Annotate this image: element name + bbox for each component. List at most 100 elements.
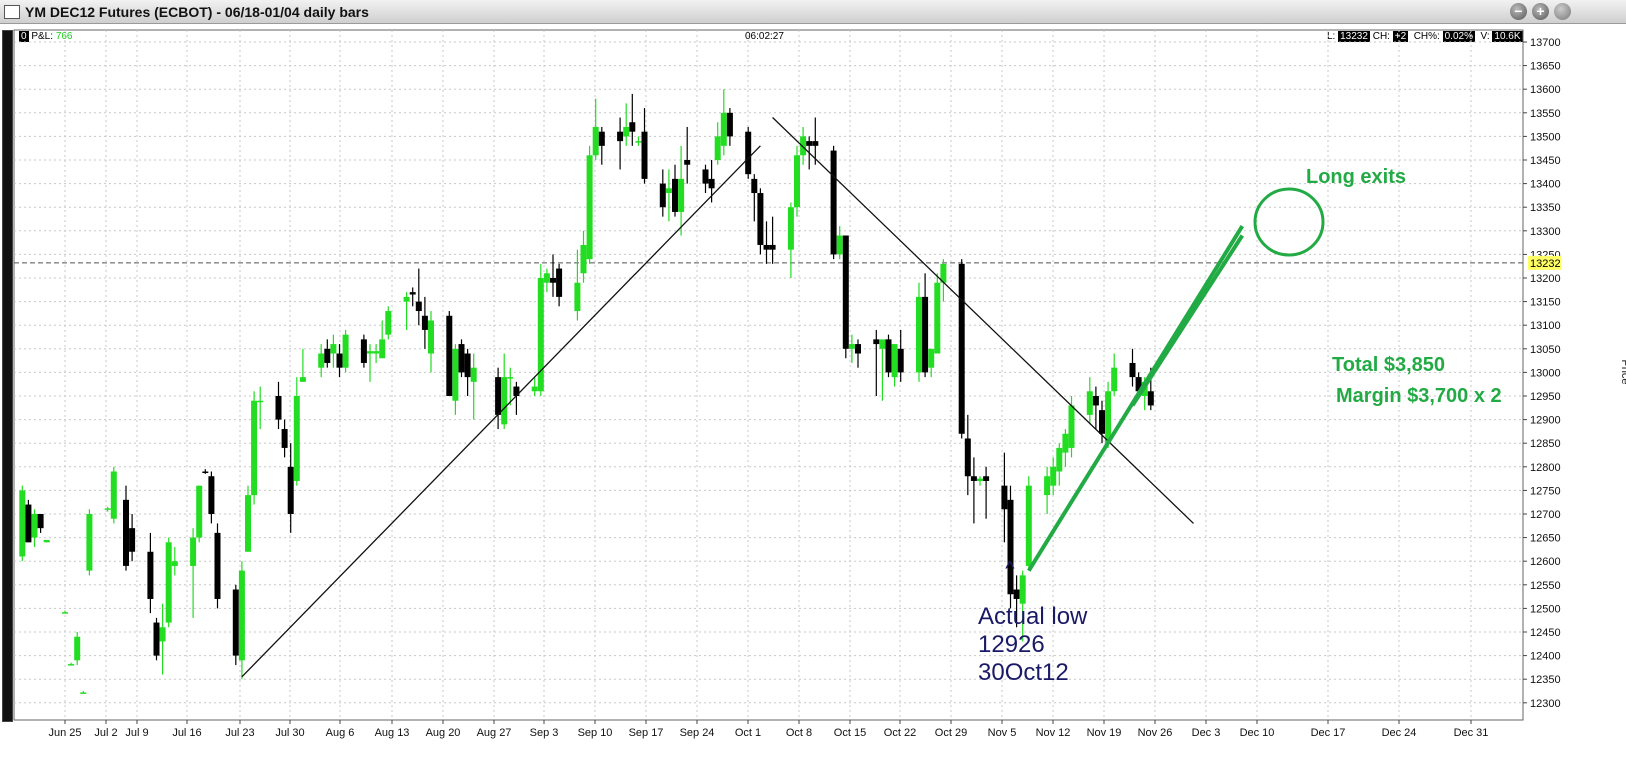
- y-tick-label: 13250: [1530, 249, 1561, 261]
- candle-body: [665, 188, 672, 194]
- x-tick-label: Oct 15: [834, 727, 866, 739]
- quote-readout: L: 13232 CH: +2 CH%: 0.02% V: 10.6K: [1327, 31, 1523, 42]
- candle-body: [897, 348, 904, 373]
- candle-body: [360, 339, 367, 363]
- candle-body: [1056, 447, 1063, 472]
- candle-body: [501, 377, 508, 425]
- actual-low-line1: Actual low: [978, 603, 1088, 630]
- candle-body: [617, 131, 624, 142]
- x-tick-label: Oct 29: [935, 727, 967, 739]
- x-tick-label: Nov 12: [1036, 727, 1071, 739]
- margin-label: Margin $3,700 x 2: [1336, 385, 1502, 407]
- candle-body: [940, 263, 947, 283]
- minimize-button[interactable]: −: [1510, 3, 1527, 20]
- x-tick-label: Jul 23: [225, 727, 254, 739]
- candle-body: [452, 348, 459, 401]
- x-tick-label: Jul 2: [94, 727, 117, 739]
- x-tick-label: Jun 25: [48, 727, 81, 739]
- candle-body: [550, 278, 556, 283]
- y-tick-label: 13150: [1530, 297, 1561, 309]
- candle-body: [720, 112, 727, 146]
- candle-body: [68, 664, 75, 666]
- actual-low-line2: 12926: [978, 631, 1045, 658]
- candle-body: [159, 627, 166, 642]
- candle-body: [879, 339, 886, 349]
- candle-body: [580, 244, 587, 274]
- candle-body: [171, 561, 178, 566]
- x-tick-label: Jul 16: [172, 727, 201, 739]
- candle-body: [202, 471, 209, 474]
- candle-body: [830, 150, 837, 255]
- candle-body: [836, 235, 843, 255]
- candle-body: [281, 429, 288, 448]
- candle-body: [342, 334, 349, 368]
- candle-body: [726, 112, 733, 137]
- candle-body: [983, 476, 990, 481]
- candle-body: [367, 351, 373, 354]
- y-tick-label: 13200: [1530, 273, 1561, 285]
- y-tick-label: 13350: [1530, 202, 1561, 214]
- candle-body: [214, 532, 221, 599]
- candle-body: [659, 183, 666, 208]
- candle-body: [928, 348, 935, 368]
- volume-label: V:: [1480, 31, 1490, 42]
- y-tick-label: 13700: [1530, 37, 1561, 49]
- x-tick-label: Nov 5: [988, 727, 1017, 739]
- candle-body: [1099, 410, 1105, 434]
- long-exits-circle: [1253, 187, 1325, 257]
- candle-body: [403, 296, 410, 302]
- candle-body: [19, 490, 26, 557]
- left-scrollbar[interactable]: [2, 30, 13, 722]
- candle-body: [507, 377, 514, 379]
- candle-body: [1105, 391, 1112, 444]
- candle-body: [641, 131, 648, 179]
- candle-body: [635, 141, 642, 143]
- candle-body: [800, 136, 807, 156]
- candle-body: [293, 396, 300, 481]
- candle-body: [110, 471, 117, 519]
- candle-body: [708, 178, 715, 189]
- candle-body: [763, 244, 770, 250]
- x-tick-label: Sep 24: [680, 727, 715, 739]
- candle-body: [86, 514, 93, 571]
- candle-body: [769, 244, 776, 250]
- candle-body: [330, 344, 337, 354]
- last-label: L:: [1327, 31, 1336, 42]
- candle-body: [1025, 485, 1032, 566]
- candle-body: [1111, 367, 1118, 392]
- candle-body: [714, 136, 721, 160]
- y-tick-label: 13000: [1530, 367, 1561, 379]
- window-control-button[interactable]: [1554, 3, 1571, 20]
- candle-body: [812, 141, 819, 146]
- candle-body: [415, 301, 422, 312]
- pnl-label: P&L:: [31, 31, 54, 42]
- candle-body: [123, 499, 129, 566]
- zoom-button[interactable]: +: [1532, 3, 1549, 20]
- candle-body: [1019, 575, 1026, 604]
- y-tick-label: 12700: [1530, 509, 1561, 521]
- volume-value: 10.6K: [1492, 31, 1523, 42]
- long-exits-label: Long exits: [1306, 166, 1406, 188]
- candle-body: [842, 235, 849, 349]
- candle-body: [495, 377, 502, 415]
- candle-body: [970, 476, 977, 481]
- candle-body: [543, 273, 550, 283]
- y-tick-label: 12400: [1530, 651, 1561, 663]
- candle-body: [287, 466, 294, 514]
- uptrend-line: [241, 145, 761, 678]
- total-label: Total $3,850: [1332, 354, 1445, 376]
- candle-body: [257, 400, 264, 403]
- y-tick-label: 13100: [1530, 320, 1561, 332]
- y-tick-label: 12850: [1530, 438, 1561, 450]
- change-value: +2: [1392, 31, 1409, 42]
- candle-body: [25, 504, 32, 543]
- y-tick-label: 12900: [1530, 415, 1561, 427]
- candle-body: [885, 339, 892, 373]
- x-tick-label: Jul 9: [125, 727, 148, 739]
- candle-body: [629, 122, 636, 132]
- x-tick-label: Aug 13: [375, 727, 410, 739]
- account-box: 0: [19, 31, 29, 42]
- candle-body: [62, 612, 68, 614]
- change-label: CH:: [1372, 31, 1390, 42]
